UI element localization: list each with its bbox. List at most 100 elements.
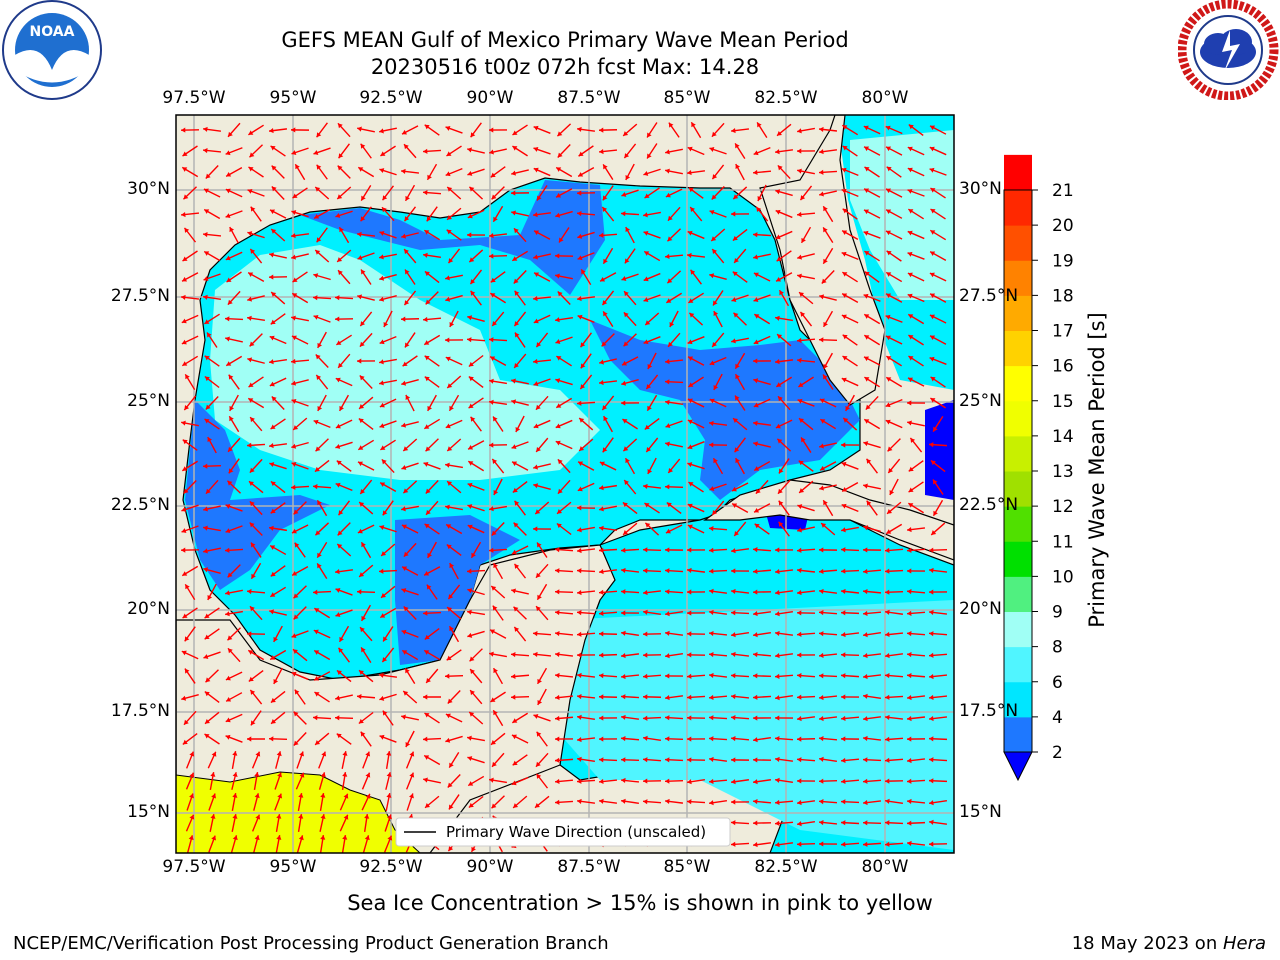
wave-arrow xyxy=(469,648,483,662)
wave-arrow xyxy=(884,736,904,742)
wave-arrow xyxy=(338,143,350,159)
wave-arrow xyxy=(752,632,772,638)
wave-arrow xyxy=(513,227,527,243)
wave-arrow xyxy=(294,542,306,558)
wave-arrow xyxy=(713,310,723,328)
wave-arrow xyxy=(424,270,440,284)
wave-arrow xyxy=(533,419,551,429)
wave-arrow xyxy=(225,692,243,702)
wave-arrow xyxy=(402,480,418,494)
wave-arrow xyxy=(318,772,326,790)
wave-arrow xyxy=(557,479,571,495)
wave-arrow xyxy=(822,247,834,265)
wave-arrow xyxy=(732,417,748,431)
wave-arrow xyxy=(335,482,353,492)
wave-arrow xyxy=(710,228,726,242)
wave-arrow xyxy=(401,524,419,534)
wave-arrow xyxy=(271,165,285,179)
wave-arrow xyxy=(249,689,263,705)
wave-arrow xyxy=(293,711,307,725)
wave-arrow xyxy=(466,337,486,343)
wave-arrow xyxy=(554,799,574,805)
wave-arrow xyxy=(467,735,485,742)
wave-arrow xyxy=(907,167,925,177)
wave-arrow xyxy=(841,251,859,261)
wave-arrow xyxy=(296,835,304,853)
wave-arrow xyxy=(775,189,793,197)
wave-arrow xyxy=(644,418,660,430)
wave-arrow xyxy=(797,273,815,280)
wave-arrow xyxy=(863,418,881,430)
wave-arrow xyxy=(928,631,948,637)
wave-arrow xyxy=(334,316,354,322)
wave-arrow xyxy=(862,757,882,763)
wave-arrow xyxy=(270,291,286,305)
lon-label-top: 80°W xyxy=(861,88,909,108)
wave-arrow xyxy=(906,610,926,616)
wave-arrow xyxy=(863,525,881,533)
wave-arrow xyxy=(686,778,706,785)
wave-arrow xyxy=(492,667,504,685)
wave-arrow xyxy=(906,715,926,722)
wave-arrow xyxy=(253,835,260,853)
wave-arrow xyxy=(202,231,222,238)
wave-arrow xyxy=(690,269,702,285)
wave-arrow xyxy=(445,523,463,535)
wave-arrow xyxy=(184,668,196,684)
wave-arrow xyxy=(489,148,507,155)
wave-arrow xyxy=(316,122,328,138)
wave-arrow xyxy=(230,835,238,853)
wave-arrow xyxy=(688,312,704,326)
wave-arrow xyxy=(513,270,527,284)
wave-arrow xyxy=(753,146,771,156)
wave-arrow xyxy=(380,585,396,599)
wave-arrow xyxy=(336,186,352,200)
wave-arrow xyxy=(576,190,596,196)
wave-arrow xyxy=(774,315,794,322)
wave-arrow xyxy=(533,314,551,324)
wave-arrow xyxy=(203,567,221,575)
wave-arrow xyxy=(401,566,419,576)
wave-arrow xyxy=(470,541,482,559)
wave-arrow xyxy=(423,566,441,576)
wave-arrow xyxy=(863,209,881,219)
wave-arrow xyxy=(753,272,771,282)
wave-arrow xyxy=(557,144,571,158)
wave-arrow xyxy=(862,716,882,722)
wave-arrow xyxy=(578,438,594,452)
cuba-land xyxy=(703,479,954,561)
wave-arrow xyxy=(796,590,816,596)
wave-arrow xyxy=(579,332,593,348)
wave-arrow xyxy=(446,438,462,452)
wave-arrow xyxy=(708,715,728,721)
wave-arrow xyxy=(818,547,838,553)
wave-arrow xyxy=(686,631,706,637)
wave-arrow xyxy=(445,294,463,302)
wave-arrow xyxy=(862,652,882,659)
wave-arrow xyxy=(447,774,461,788)
wave-arrow xyxy=(620,757,640,763)
wave-arrow xyxy=(796,736,816,742)
colorbar-band xyxy=(1004,716,1032,753)
wave-arrow xyxy=(620,589,640,595)
wave-arrow xyxy=(580,353,592,369)
wave-arrow xyxy=(642,735,662,741)
wave-arrow xyxy=(687,524,705,534)
wave-arrow xyxy=(207,751,217,769)
wave-arrow xyxy=(297,793,304,811)
wave-arrow xyxy=(599,505,617,512)
wave-arrow xyxy=(906,736,926,742)
lat-label-left: 15°N xyxy=(127,802,170,822)
wave-arrow xyxy=(447,248,461,264)
lon-label-top: 95°W xyxy=(269,88,317,108)
wave-arrow xyxy=(598,232,618,238)
wave-arrow xyxy=(202,126,222,132)
wave-arrow xyxy=(708,526,728,532)
wave-arrow xyxy=(753,503,771,513)
wave-arrow xyxy=(291,441,309,449)
wave-arrow xyxy=(884,568,904,574)
wave-arrow xyxy=(711,332,725,348)
wave-arrow xyxy=(576,296,596,302)
wave-arrow xyxy=(777,395,791,411)
wave-arrow xyxy=(337,353,351,369)
